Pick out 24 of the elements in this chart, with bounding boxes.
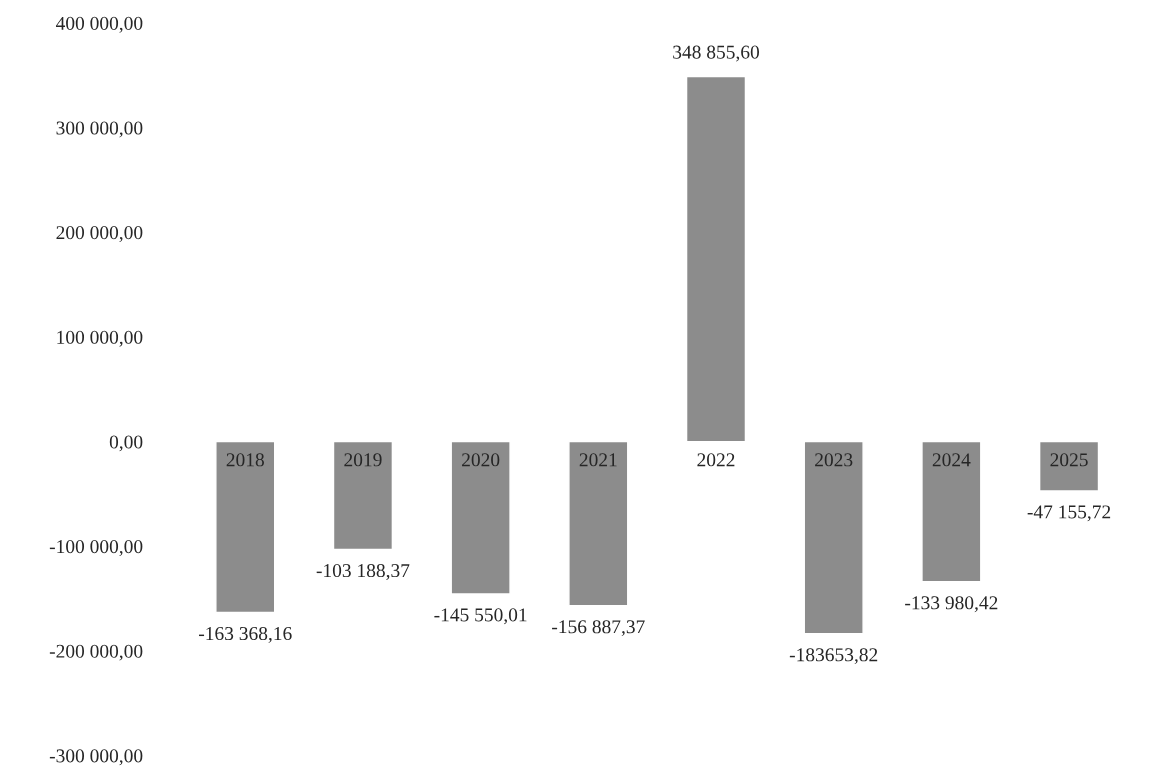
y-tick-label: 0,00 [109, 435, 143, 452]
x-tick-label: 2018 [226, 453, 264, 467]
y-tick-label: 400 000,00 [56, 16, 143, 33]
x-tick-label: 2021 [579, 453, 617, 467]
data-label: -145 550,01 [434, 608, 527, 625]
data-label: -156 887,37 [552, 620, 645, 637]
x-tick-label: 2025 [1050, 453, 1088, 467]
y-tick-label: -200 000,00 [49, 644, 143, 661]
data-label: -47 155,72 [1027, 505, 1111, 522]
x-tick-label: 2019 [344, 453, 382, 467]
data-label: -133 980,42 [905, 596, 998, 613]
y-tick-label: -100 000,00 [49, 540, 143, 556]
x-tick-label: 2023 [815, 453, 853, 467]
y-tick-label: 200 000,00 [56, 226, 143, 243]
x-tick-label: 2024 [932, 453, 971, 467]
y-tick-label: -300 000,00 [49, 749, 143, 766]
data-label: -103 188,37 [316, 564, 410, 580]
data-label: -183653,82 [789, 648, 878, 665]
y-tick-label: 300 000,00 [56, 121, 143, 138]
y-tick-label: 100 000,00 [57, 330, 143, 347]
data-label: 348 855,60 [673, 45, 760, 62]
data-label: -163 368,16 [199, 626, 292, 643]
x-tick-label: 2022 [697, 453, 735, 467]
x-tick-label: 2020 [462, 453, 500, 467]
